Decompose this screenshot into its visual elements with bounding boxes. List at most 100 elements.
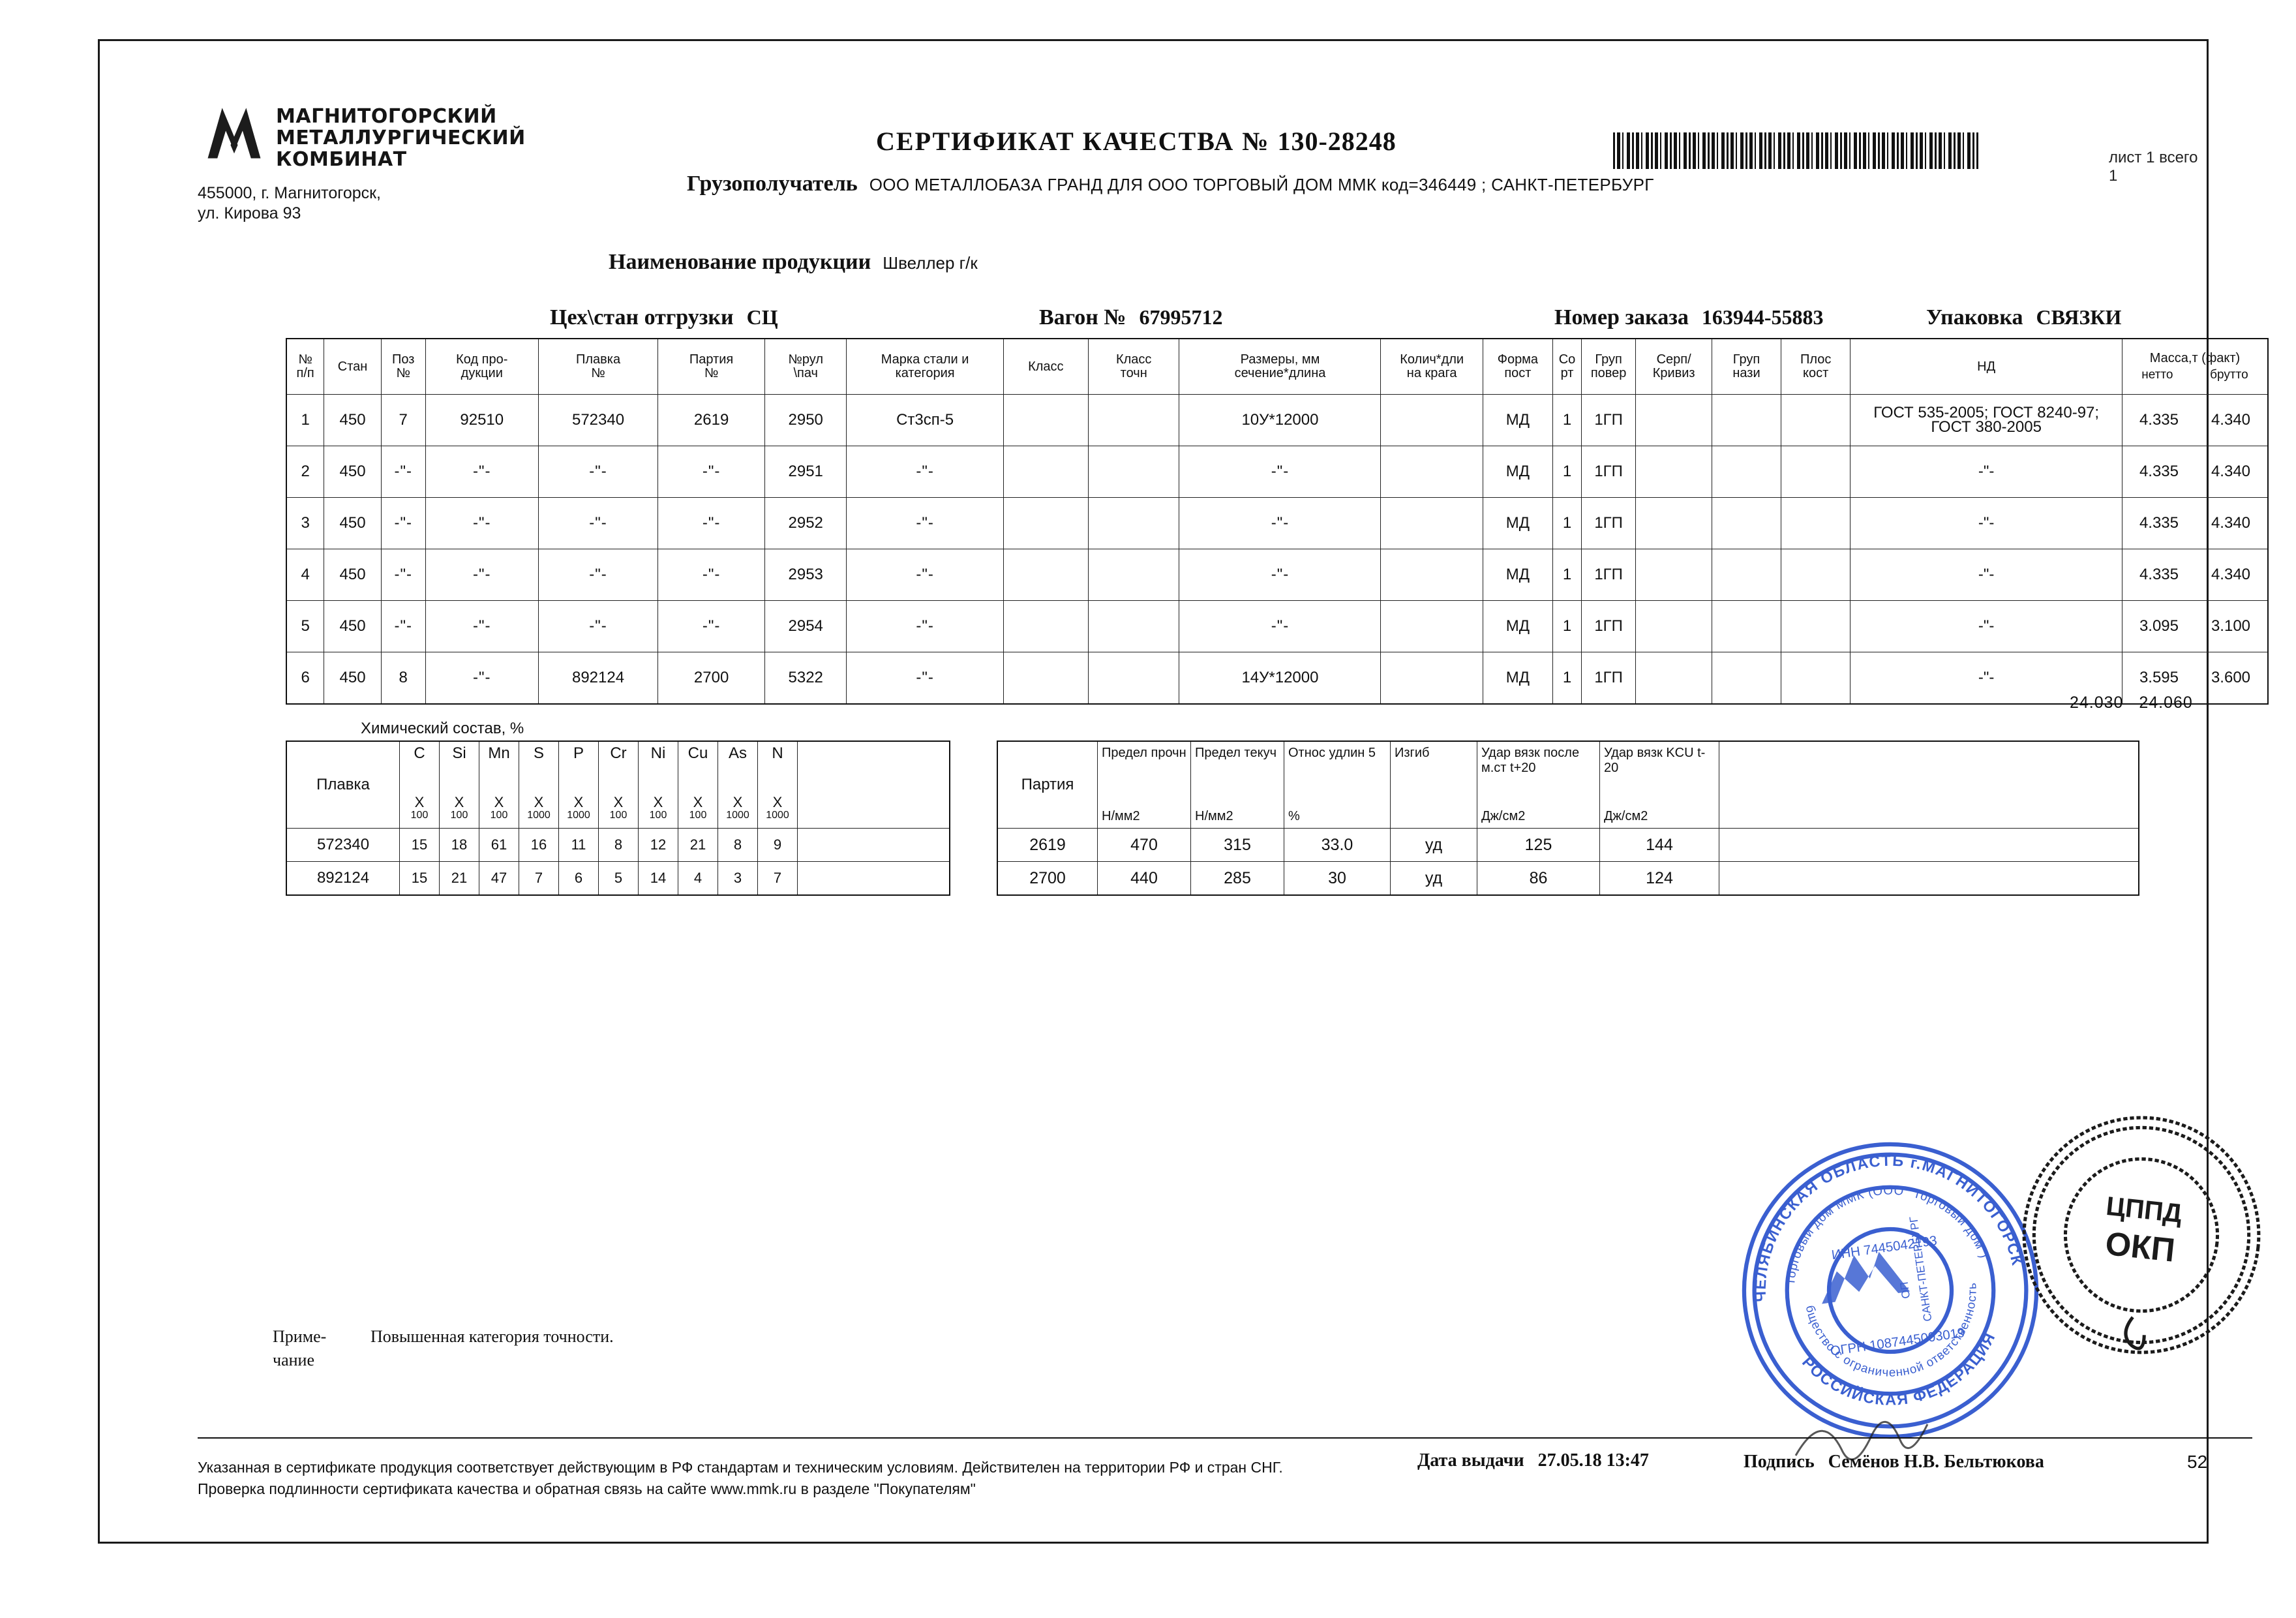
- cell-stan: 450: [324, 652, 382, 705]
- mech-cell-impact1: 86: [1477, 861, 1600, 896]
- cell-grade: -"-: [846, 446, 1004, 498]
- svg-text:ЦППД: ЦППД: [2105, 1191, 2184, 1229]
- chem-value-cell: 7: [757, 861, 798, 896]
- cell-sort: 1: [1552, 394, 1582, 446]
- cell-nd: -"-: [1850, 497, 2122, 549]
- consignee-label: Грузополучатель: [687, 172, 858, 196]
- cell-nd: ГОСТ 535-2005; ГОСТ 8240-97; ГОСТ 380-20…: [1850, 394, 2122, 446]
- cell-surf: 1ГП: [1580, 446, 1637, 498]
- cell-stan: 450: [324, 497, 382, 549]
- cell-size: -"-: [1179, 600, 1382, 652]
- cell-flat: [1780, 446, 1851, 498]
- product-table-header-row: № п/п Стан Поз № Код про-дукции Плавка № Партия №…: [286, 338, 2269, 395]
- cell-mass: 4.335 4.340: [2121, 446, 2269, 498]
- cell-grade: -"-: [846, 497, 1004, 549]
- mech-col-header: Партия: [997, 740, 1098, 829]
- mech-col-header: Относ удлин 5%: [1284, 740, 1391, 829]
- cell-heat: -"-: [537, 600, 659, 652]
- cell-qty: [1380, 446, 1483, 498]
- mech-cell-elong: 33.0: [1284, 828, 1391, 862]
- cell-sort: 1: [1552, 600, 1582, 652]
- svg-text:ЧЕЛЯБИНСКАЯ ОБЛАСТЬ г.МАГНИТОГ: ЧЕЛЯБИНСКАЯ ОБЛАСТЬ г.МАГНИТОГОРСК: [1734, 1134, 2026, 1304]
- product-col-header: Поз №: [380, 338, 426, 395]
- cell-poz: -"-: [380, 600, 426, 652]
- product-table-row: 6 450 8 -"- 892124 2700 5322 -"- 14У*12000 МД 1 1ГП…: [286, 652, 2269, 705]
- product-col-header: Код про-дукции: [425, 338, 539, 395]
- cell-heat: 892124: [537, 652, 659, 705]
- mech-table-row: 2700 440 285 30 уд 86 124: [997, 861, 2139, 896]
- address-line-1: 455000, г. Магнитогорск,: [198, 184, 382, 202]
- product-col-header: Плос кост: [1780, 338, 1851, 395]
- product-name-row: Наименование продукции Швеллер г/к: [609, 250, 978, 275]
- barcode-image: [1613, 132, 1978, 169]
- cell-form: МД: [1482, 600, 1554, 652]
- chem-element-header: Mn X 100: [479, 740, 519, 829]
- chem-value-cell: 5: [598, 861, 639, 896]
- certificate-number: 130-28248: [1277, 127, 1397, 156]
- cell-coil: 2950: [764, 394, 847, 446]
- chem-element-header: Cr X 100: [598, 740, 639, 829]
- cell-np: 3: [286, 497, 325, 549]
- company-logo-text: МАГНИТОГОРСКИЙ МЕТАЛЛУРГИЧЕСКИЙ КОМБИНАТ: [276, 103, 526, 170]
- cell-qty: [1380, 549, 1483, 601]
- cell-nd: -"-: [1850, 600, 2122, 652]
- issue-date-label: Дата выдачи: [1417, 1450, 1524, 1471]
- packaging-label: Упаковка: [1926, 305, 2023, 329]
- cell-serp: [1635, 652, 1713, 705]
- mech-col-header: Удар вязк после м.ст t+20 Дж/см2: [1477, 740, 1600, 829]
- certificate-no-label: №: [1242, 127, 1270, 156]
- cell-stan: 450: [324, 600, 382, 652]
- cell-poz: -"-: [380, 497, 426, 549]
- cell-code: -"-: [425, 549, 539, 601]
- chem-value-cell: 11: [558, 828, 599, 862]
- cell-coil: 2952: [764, 497, 847, 549]
- mech-col-header: Предел прочн Н/мм2: [1097, 740, 1191, 829]
- cell-group: [1712, 446, 1781, 498]
- handwritten-signature: [1794, 1421, 1929, 1461]
- company-round-stamp-icon: ЧЕЛЯБИНСКАЯ ОБЛАСТЬ г.МАГНИТОГОРСК РОССИ…: [1717, 1118, 2039, 1439]
- legal-line-2: Проверка подлинности сертификата качеств…: [198, 1480, 976, 1497]
- cell-surf: 1ГП: [1580, 497, 1637, 549]
- footer-divider: [198, 1437, 2252, 1439]
- cell-qty: [1380, 497, 1483, 549]
- signature-block: Подпись Семёнов Н.В. Бельтюкова: [1744, 1452, 2044, 1473]
- product-col-header: НД: [1850, 338, 2122, 395]
- product-col-header: Груп нази: [1712, 338, 1781, 395]
- product-value: Швеллер г/к: [883, 253, 978, 273]
- logo-line-3: КОМБИНАТ: [276, 148, 407, 171]
- product-col-header: № п/п: [286, 338, 325, 395]
- chem-value-cell: 3: [718, 861, 758, 896]
- product-col-header: Форма пост: [1482, 338, 1554, 395]
- cell-klass_t: [1087, 652, 1180, 705]
- order-block: Номер заказа 163944-55883: [1554, 305, 1824, 330]
- cell-np: 6: [286, 652, 325, 705]
- certificate-title: СЕРТИФИКАТ КАЧЕСТВА: [876, 127, 1235, 156]
- cell-stan: 450: [324, 446, 382, 498]
- svg-text:САНКТ-ПЕТЕРБУРГ: САНКТ-ПЕТЕРБУРГ: [1907, 1215, 1934, 1322]
- cell-coil: 2951: [764, 446, 847, 498]
- chem-table-row: 892124 15 21 47 7 6 5 14 4 3 7: [286, 861, 950, 896]
- cell-np: 4: [286, 549, 325, 601]
- cell-coil: 2953: [764, 549, 847, 601]
- product-col-header: Масса,т (факт) нетто брутто: [2121, 338, 2269, 395]
- cell-lot: 2700: [657, 652, 765, 705]
- chem-value-cell: 15: [399, 828, 440, 862]
- mech-blank-header: [1719, 740, 2139, 829]
- chem-value-cell: 47: [479, 861, 519, 896]
- cell-klass_t: [1087, 446, 1180, 498]
- chem-value-cell: 8: [598, 828, 639, 862]
- cell-sort: 1: [1552, 549, 1582, 601]
- note-label: Приме- чание: [273, 1325, 357, 1372]
- mechanical-properties-table: Партия Предел прочн Н/мм2 Предел текуч Н/мм2…: [997, 740, 2139, 896]
- mech-blank-cell: [1719, 861, 2139, 896]
- product-table-row: 5 450 -"- -"- -"- -"- 2954 -"- -"- МД 1 1ГП -"- 3.095…: [286, 600, 2269, 652]
- cell-mass: 4.335 4.340: [2121, 549, 2269, 601]
- cell-flat: [1780, 394, 1851, 446]
- chem-value-cell: 18: [439, 828, 479, 862]
- sheet-counter: лист 1 всего 1: [2109, 149, 2198, 185]
- cell-np: 1: [286, 394, 325, 446]
- wagon-block: Вагон № 67995712: [1039, 305, 1223, 330]
- chem-value-cell: 16: [519, 828, 559, 862]
- cell-surf: 1ГП: [1580, 600, 1637, 652]
- logo-line-1: МАГНИТОГОРСКИЙ: [276, 105, 497, 128]
